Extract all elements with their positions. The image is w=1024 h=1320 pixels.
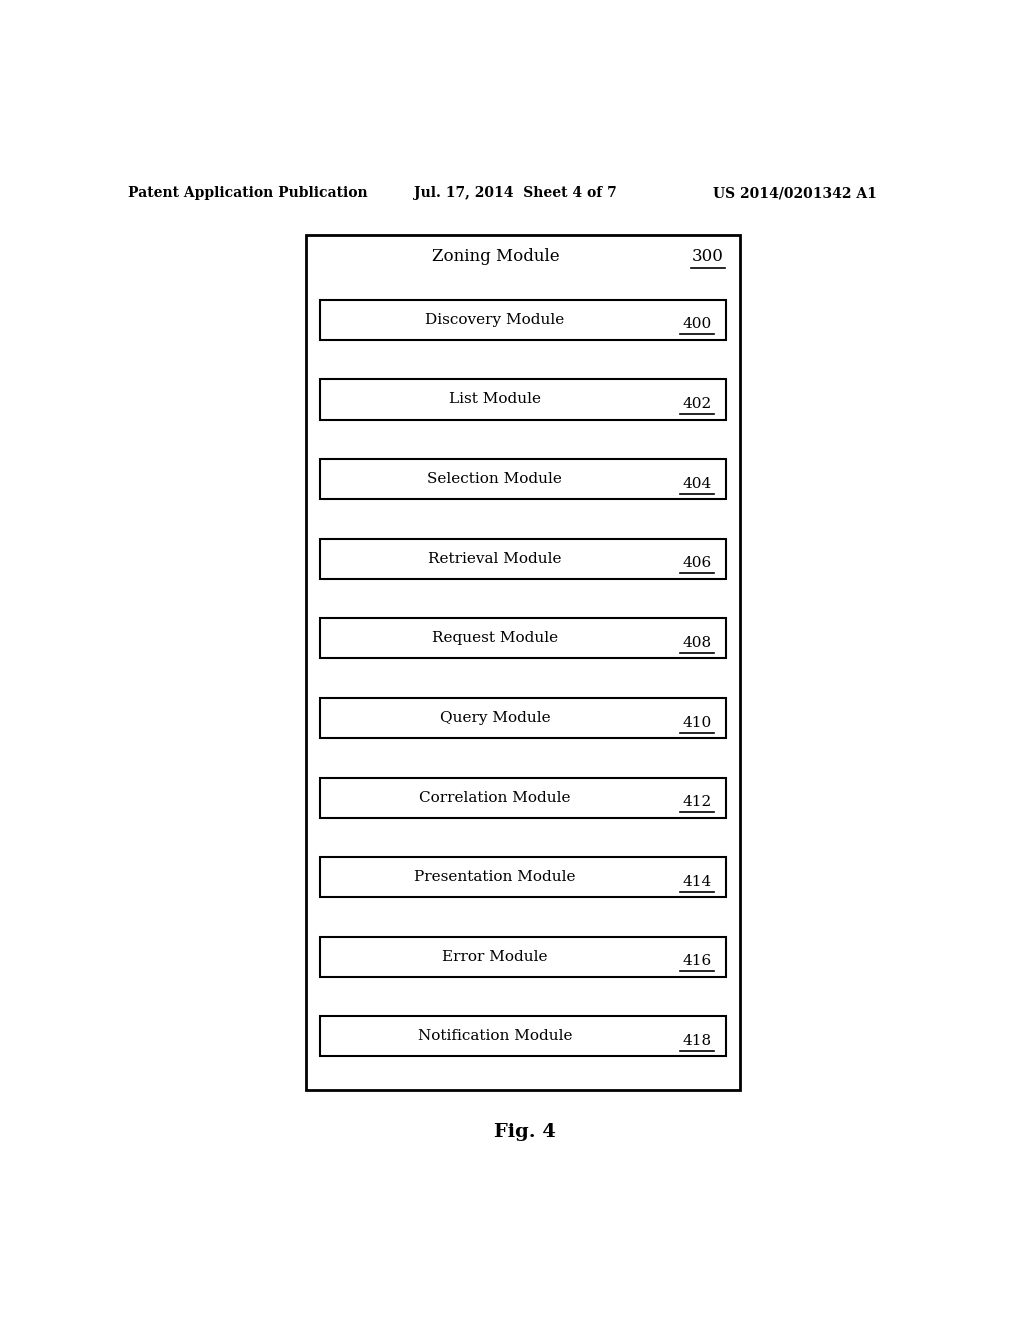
Text: 414: 414 xyxy=(682,875,712,888)
Text: List Module: List Module xyxy=(449,392,541,407)
Bar xyxy=(321,379,726,420)
Text: Query Module: Query Module xyxy=(439,711,550,725)
Text: Notification Module: Notification Module xyxy=(418,1030,572,1043)
Text: Presentation Module: Presentation Module xyxy=(414,870,575,884)
Text: 416: 416 xyxy=(682,954,712,969)
Text: Selection Module: Selection Module xyxy=(427,473,562,486)
Text: Retrieval Module: Retrieval Module xyxy=(428,552,561,566)
Bar xyxy=(321,300,726,339)
Text: 402: 402 xyxy=(682,397,712,411)
Bar xyxy=(321,857,726,898)
Text: 418: 418 xyxy=(682,1034,712,1048)
Text: US 2014/0201342 A1: US 2014/0201342 A1 xyxy=(713,186,877,201)
Text: Jul. 17, 2014  Sheet 4 of 7: Jul. 17, 2014 Sheet 4 of 7 xyxy=(414,186,616,201)
Text: 406: 406 xyxy=(682,556,712,570)
Bar xyxy=(321,459,726,499)
Text: 408: 408 xyxy=(682,636,712,649)
Text: 400: 400 xyxy=(682,318,712,331)
Text: Request Module: Request Module xyxy=(432,631,558,645)
Text: 300: 300 xyxy=(692,248,724,265)
Text: 410: 410 xyxy=(682,715,712,730)
Bar xyxy=(321,1016,726,1056)
Text: Correlation Module: Correlation Module xyxy=(419,791,570,805)
Bar xyxy=(306,235,740,1090)
Bar xyxy=(321,937,726,977)
Text: Discovery Module: Discovery Module xyxy=(425,313,564,327)
Text: Fig. 4: Fig. 4 xyxy=(494,1123,556,1142)
Bar xyxy=(321,698,726,738)
Bar xyxy=(321,777,726,817)
Text: 412: 412 xyxy=(682,795,712,809)
Bar xyxy=(321,618,726,659)
Bar xyxy=(321,539,726,578)
Text: Error Module: Error Module xyxy=(442,950,548,964)
Text: 404: 404 xyxy=(682,477,712,491)
Text: Patent Application Publication: Patent Application Publication xyxy=(128,186,368,201)
Text: Zoning Module: Zoning Module xyxy=(432,248,560,265)
